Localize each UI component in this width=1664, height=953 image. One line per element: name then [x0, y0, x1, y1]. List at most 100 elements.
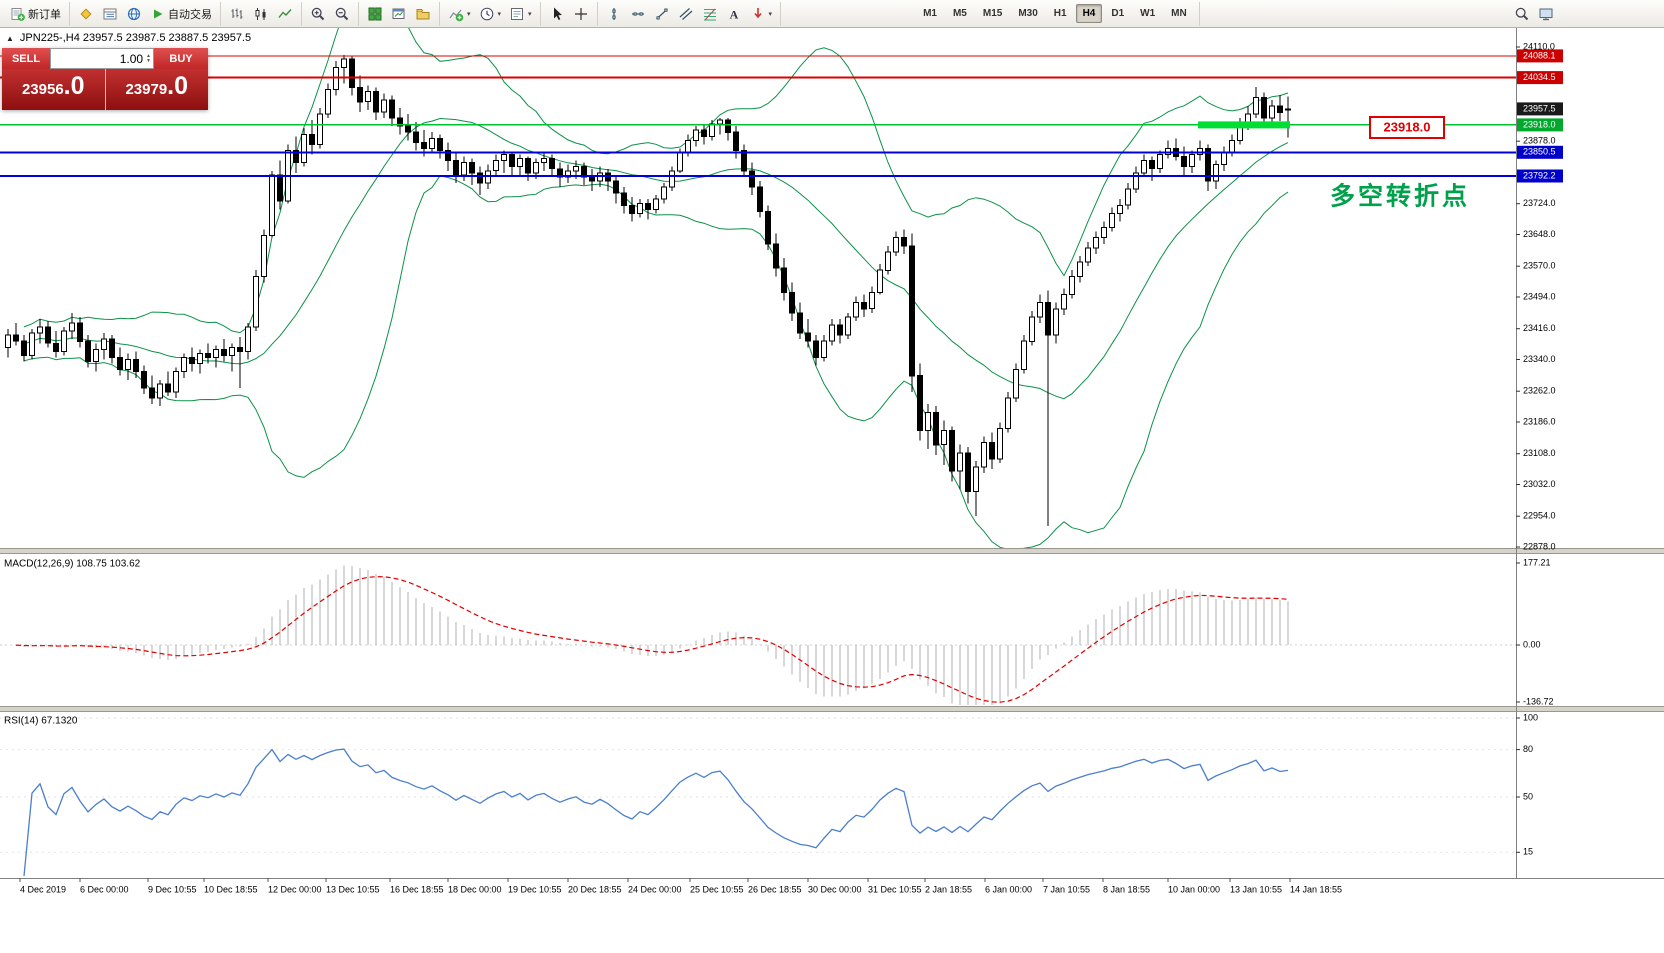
cursor-button[interactable]	[545, 3, 569, 25]
candles	[5, 55, 1291, 526]
periods-button[interactable]: ▾	[475, 3, 506, 25]
fibonacci-button[interactable]	[698, 3, 722, 25]
volume-spinner: ▲ ▼	[146, 52, 151, 64]
toolbar-group-objects: A ▾	[598, 1, 782, 26]
volume-down-icon[interactable]: ▼	[146, 57, 151, 64]
candle-bear	[349, 58, 355, 89]
tf-m1[interactable]: M1	[923, 8, 937, 19]
sell-button[interactable]: SELL	[2, 48, 50, 69]
time-tick-label: 25 Dec 10:55	[690, 884, 744, 894]
candle-bear	[1261, 97, 1267, 119]
price-label-23957.5: 23957.5	[1523, 103, 1556, 113]
tile-windows-button[interactable]	[363, 3, 387, 25]
indicators-button[interactable]: ▾	[444, 3, 475, 25]
candle-bear	[1205, 148, 1211, 182]
time-tick-label: 26 Dec 18:55	[748, 884, 802, 894]
time-tick-label: 30 Dec 00:00	[808, 884, 862, 894]
chart-collapse-icon[interactable]: ▲	[6, 33, 14, 43]
buy-price-button[interactable]: 23979.0	[105, 69, 208, 110]
price-label-box-24034.5	[1517, 71, 1563, 85]
price-label-24034.5: 24034.5	[1523, 72, 1556, 82]
macd-tick-label: -136.72	[1523, 696, 1554, 706]
bollinger-upper	[23, 28, 1289, 334]
new-order-button[interactable]: 新订单	[6, 3, 65, 25]
candle-bull	[853, 302, 859, 318]
price-callout-box[interactable]	[1369, 116, 1445, 139]
candle-bear	[117, 357, 123, 371]
new-chart-button[interactable]	[387, 3, 411, 25]
zoom-out-button[interactable]	[330, 3, 354, 25]
price-axis[interactable]: 24110.0 23878.0 23724.0 23648.0 23570.0 23494…	[1516, 28, 1563, 878]
sell-price-button[interactable]: 23956.0	[2, 69, 106, 110]
volume-input[interactable]: 1.00 ▲ ▼	[50, 48, 154, 69]
candle-bear	[629, 204, 635, 214]
tf-h1[interactable]: H1	[1053, 8, 1067, 19]
candle-bull	[1133, 172, 1139, 190]
arrows-button[interactable]: ▾	[746, 3, 777, 25]
tf-h4[interactable]: H4	[1075, 4, 1103, 23]
workspace-button[interactable]	[1534, 3, 1558, 25]
candle-bull	[229, 346, 235, 356]
volume-value: 1.00	[119, 51, 144, 66]
hlines	[0, 55, 1516, 177]
tf-m5[interactable]: M5	[952, 8, 967, 19]
candle-bear	[757, 186, 763, 212]
time-axis[interactable]: 4 Dec 2019 6 Dec 00:00 9 Dec 10:55 10 Dec 1…	[0, 878, 1664, 894]
candle-bear	[613, 180, 619, 194]
candle-bull	[29, 332, 35, 356]
metaeditor-button[interactable]	[74, 3, 98, 25]
candle-bear	[749, 170, 755, 188]
candle-bear	[421, 141, 427, 150]
channel-button[interactable]	[674, 3, 698, 25]
candle-bull	[1101, 227, 1107, 239]
zoom-in-button[interactable]	[306, 3, 330, 25]
highlight-segment[interactable]	[1198, 121, 1290, 129]
vline-button[interactable]	[602, 3, 626, 25]
autotrading-button[interactable]: 自动交易	[146, 3, 216, 25]
search-button[interactable]	[1510, 3, 1534, 25]
candle-bear	[389, 99, 395, 119]
tf-mn[interactable]: MN	[1171, 8, 1187, 19]
candle-bull	[845, 316, 851, 336]
candle-bull	[1189, 154, 1195, 168]
candle-bull	[717, 119, 723, 125]
line-chart-button[interactable]	[273, 3, 297, 25]
templates-button[interactable]: ▾	[505, 3, 536, 25]
cn-annotation-text[interactable]: 多空转折点	[1330, 182, 1470, 211]
tf-m15[interactable]: M15	[982, 8, 1003, 19]
tf-m30[interactable]: M30	[1018, 8, 1038, 19]
candle-bull	[1069, 275, 1075, 296]
tf-d1[interactable]: D1	[1111, 8, 1125, 19]
candle-bear	[109, 338, 115, 359]
text-button[interactable]: A	[722, 3, 746, 25]
candles-button[interactable]	[249, 3, 273, 25]
price-tick-label: 23570.0	[1523, 261, 1556, 271]
market-watch-button[interactable]	[98, 3, 122, 25]
profiles-button[interactable]	[411, 3, 435, 25]
toolbar: 新订单 自动交易 ▾ ▾ ▾ A ▾ M1 M5 M15 M30 H1 H4 D1 W1 MN	[0, 0, 1664, 28]
candle-bear	[549, 158, 555, 170]
community-button[interactable]	[122, 3, 146, 25]
crosshair-button[interactable]	[569, 3, 593, 25]
candle-bear	[789, 292, 795, 314]
candle-bear	[837, 324, 843, 336]
candle-bear	[733, 131, 739, 151]
window-separator[interactable]	[0, 548, 1664, 554]
chart-canvas[interactable]: 23918.0 多空转折点 MACD(12,26,9) 108.75 103.62 R…	[0, 28, 1664, 953]
candle-bear	[525, 158, 531, 174]
window-separator[interactable]	[0, 706, 1664, 712]
price-label-box-23792.2	[1517, 169, 1563, 183]
sell-price-main: 23956	[21, 81, 64, 98]
hline-button[interactable]	[626, 3, 650, 25]
metaeditor-icon	[80, 7, 92, 20]
volume-up-icon[interactable]: ▲	[146, 52, 151, 59]
buy-button[interactable]: BUY	[154, 48, 208, 69]
buy-price-main: 23979	[125, 81, 168, 98]
tf-w1[interactable]: W1	[1140, 8, 1156, 19]
time-tick-label: 19 Dec 10:55	[508, 884, 562, 894]
candle-bull	[893, 237, 899, 253]
bars-button[interactable]	[225, 3, 249, 25]
trendline-button[interactable]	[650, 3, 674, 25]
candle-bear	[861, 302, 867, 310]
price-label-box-24088.1	[1517, 49, 1563, 63]
